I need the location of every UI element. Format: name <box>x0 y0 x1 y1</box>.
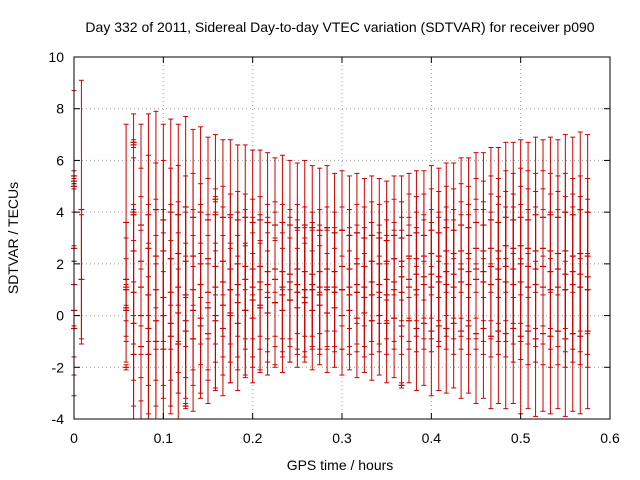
x-tick-label: 0.6 <box>600 430 620 446</box>
error-bar-point <box>554 253 561 410</box>
error-bar-point <box>473 263 479 404</box>
y-tick-label: 6 <box>56 152 64 168</box>
error-bar-point <box>286 237 293 363</box>
error-bar-point <box>569 255 576 412</box>
error-bar-point <box>361 253 368 373</box>
error-bar-point <box>212 196 219 203</box>
error-bar-point <box>584 253 591 410</box>
error-bar-point <box>465 258 472 394</box>
error-bar-point <box>316 245 323 366</box>
y-tick-label: 2 <box>56 256 64 272</box>
error-bar-point <box>406 258 412 384</box>
error-bar-point <box>205 263 211 404</box>
error-bar-point <box>190 265 197 412</box>
x-axis-label: GPS time / hours <box>287 457 394 473</box>
error-bar-point <box>510 253 517 404</box>
x-tick-label: 0.1 <box>154 430 174 446</box>
error-bar-point <box>525 253 532 410</box>
error-bar-point <box>495 258 502 404</box>
x-tick-label: 0 <box>70 430 78 446</box>
data-points <box>71 79 591 420</box>
x-tick-label: 0.4 <box>422 430 442 446</box>
error-bar-point <box>249 253 256 384</box>
error-bar-point <box>324 253 331 373</box>
error-bar-point <box>160 271 167 419</box>
error-bar-point <box>130 141 137 148</box>
error-bar-point <box>78 214 85 345</box>
error-bar-point <box>502 258 509 410</box>
error-bar-point <box>123 364 130 371</box>
error-bar-point <box>420 260 427 386</box>
error-bar-point <box>130 281 137 419</box>
error-bar-point <box>487 263 494 410</box>
y-axis-ticks: -4 -2 0 2 4 6 8 10 <box>48 49 610 427</box>
error-bar-point <box>450 258 457 389</box>
error-bar-point <box>242 245 249 376</box>
error-bar-point <box>547 258 554 415</box>
error-bar-point <box>272 240 278 366</box>
error-bar-point <box>234 255 241 392</box>
error-bar-point <box>197 253 204 399</box>
error-bar-point <box>480 258 487 399</box>
error-bar-point <box>353 258 360 379</box>
error-bar-point <box>301 242 308 363</box>
error-bar-point <box>257 240 264 371</box>
error-bar-point <box>294 247 301 368</box>
error-bar-point <box>182 255 189 407</box>
error-bar-point <box>130 209 137 216</box>
error-bar-point <box>346 250 353 371</box>
error-bar-point <box>279 247 286 373</box>
error-bar-point <box>562 260 569 417</box>
error-bar-point <box>123 284 130 291</box>
error-bar-point <box>264 250 271 376</box>
x-tick-label: 0.5 <box>511 430 531 446</box>
error-bar-point <box>138 268 144 419</box>
chart-title: Day 332 of 2011, Sidereal Day-to-day VTE… <box>85 19 594 35</box>
error-bar-point <box>182 402 189 410</box>
error-bar-point <box>167 258 174 415</box>
error-bar-point <box>376 255 383 376</box>
error-bar-point <box>443 263 450 394</box>
error-bar-point <box>391 258 398 379</box>
error-bar-point <box>145 276 152 419</box>
y-tick-label: 0 <box>56 308 64 324</box>
y-tick-label: -4 <box>52 411 65 427</box>
error-bar-point <box>227 247 234 384</box>
y-axis-label: SDTVAR / TECUs <box>5 182 21 294</box>
x-tick-label: 0.2 <box>243 430 263 446</box>
y-tick-label: -2 <box>52 359 65 375</box>
y-tick-label: 8 <box>56 101 64 117</box>
error-bar-point <box>219 260 226 397</box>
x-axis-ticks: 0 0.1 0.2 0.3 0.4 0.5 0.6 <box>70 57 620 446</box>
error-bar-point <box>577 258 584 415</box>
error-bar-point <box>339 255 345 376</box>
error-bar-point <box>383 263 390 384</box>
error-bar-point <box>212 250 219 392</box>
y-tick-label: 10 <box>48 49 64 65</box>
error-bar-point <box>540 255 546 412</box>
error-bar-point <box>123 304 130 311</box>
x-tick-label: 0.3 <box>332 430 352 446</box>
error-bar-point <box>458 263 465 399</box>
error-bar-point <box>428 265 435 397</box>
error-bar-point <box>398 382 405 389</box>
error-bar-point <box>413 265 420 392</box>
error-bar-point <box>532 260 539 417</box>
error-bar-point <box>309 250 316 371</box>
error-bar-point <box>435 260 442 392</box>
error-bar-point <box>152 263 159 420</box>
error-bar-point <box>398 265 405 386</box>
error-bar-point <box>175 268 182 420</box>
error-bar-point <box>368 260 375 381</box>
y-tick-label: 4 <box>56 204 64 220</box>
error-bar-point <box>331 247 338 368</box>
